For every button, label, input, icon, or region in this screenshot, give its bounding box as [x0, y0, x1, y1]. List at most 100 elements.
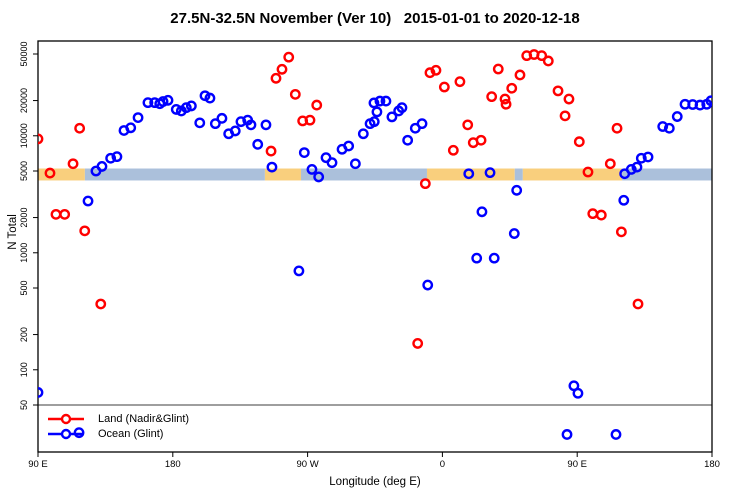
scatter-point	[424, 67, 436, 79]
scatter-point	[368, 116, 380, 128]
scatter-point	[454, 76, 466, 88]
scatter-point	[252, 138, 264, 150]
scatter-point	[311, 99, 323, 111]
scatter-point	[132, 112, 144, 124]
scatter-point	[105, 152, 117, 164]
x-axis-label: Longitude (deg E)	[329, 476, 421, 488]
svg-text:50: 50	[19, 400, 29, 410]
svg-text:50000: 50000	[19, 41, 29, 66]
scatter-point	[631, 161, 643, 173]
scatter-point	[180, 102, 192, 114]
scatter-point	[486, 91, 498, 103]
scatter-point	[245, 119, 257, 131]
scatter-point	[82, 195, 94, 207]
scatter-point	[499, 93, 511, 105]
scatter-point	[386, 111, 398, 123]
svg-text:500: 500	[19, 280, 29, 295]
scatter-point	[209, 118, 221, 130]
scatter-point	[396, 102, 408, 114]
scatter-point	[430, 64, 442, 76]
scatter-point	[185, 100, 197, 112]
scatter-point	[50, 208, 62, 220]
scatter-point	[304, 114, 316, 126]
scatter-point	[276, 63, 288, 75]
scatter-point	[79, 225, 91, 237]
scatter-point	[492, 63, 504, 75]
scatter-point	[343, 140, 355, 152]
scatter-point	[671, 111, 683, 122]
scatter-point	[289, 88, 301, 100]
svg-text:180: 180	[165, 459, 181, 470]
scatter-point	[604, 158, 616, 170]
svg-text:1000: 1000	[19, 243, 29, 263]
scatter-point	[111, 151, 123, 163]
scatter-point	[419, 178, 431, 190]
scatter-point	[270, 72, 282, 84]
scatter-point	[447, 144, 459, 156]
scatter-point	[508, 228, 520, 239]
scatter-point	[229, 125, 241, 137]
scatter-point	[542, 55, 554, 67]
scatter-point	[380, 95, 392, 107]
scatter-point	[371, 106, 383, 118]
scatter-point	[357, 128, 369, 140]
legend-label-land: Land (Nadir&Glint)	[98, 413, 190, 425]
scatter-point	[95, 298, 107, 310]
scatter-point	[438, 81, 450, 93]
scatter-point	[536, 50, 548, 62]
scatter-point	[625, 163, 637, 175]
svg-text:20000: 20000	[19, 88, 29, 113]
scatter-point	[500, 98, 512, 110]
scatter-point	[266, 161, 278, 173]
scatter-point	[74, 122, 86, 134]
scatter-point	[642, 151, 654, 163]
surface-type-band	[38, 168, 712, 181]
legend: Land (Nadir&Glint) Ocean (Glint)	[46, 412, 189, 441]
legend-marker-ocean-icon	[48, 428, 84, 440]
scatter-point	[475, 134, 487, 146]
scatter-point	[582, 166, 594, 178]
scatter-point	[563, 93, 575, 105]
svg-text:90 W: 90 W	[297, 459, 319, 470]
scatter-point	[611, 122, 623, 134]
scatter-point	[514, 69, 526, 81]
series-ocean	[38, 90, 712, 440]
scatter-point	[142, 97, 154, 109]
scatter-point	[705, 95, 712, 107]
svg-text:90 E: 90 E	[28, 459, 48, 470]
scatter-point	[374, 95, 386, 107]
svg-text:5000: 5000	[19, 161, 29, 181]
scatter-point	[194, 117, 206, 129]
scatter-point	[283, 51, 295, 63]
scatter-point	[573, 136, 585, 148]
svg-text:90 E: 90 E	[567, 459, 587, 470]
scatter-point	[402, 134, 414, 146]
scatter-point	[587, 208, 599, 220]
scatter-point	[313, 171, 325, 183]
scatter-point	[632, 298, 644, 310]
y-axis-label: N Total	[7, 214, 19, 250]
scatter-point	[484, 167, 496, 179]
scatter-point	[511, 184, 523, 196]
scatter-point	[157, 96, 169, 107]
scatter-point	[368, 97, 380, 109]
scatter-point	[561, 429, 573, 440]
legend-item-land: Land (Nadir&Glint)	[46, 412, 189, 426]
scatter-point	[265, 145, 277, 157]
scatter-point	[298, 147, 310, 159]
scatter-point	[260, 119, 272, 131]
scatter-point	[67, 158, 79, 170]
scatter-point	[618, 194, 630, 206]
series-land	[38, 49, 644, 349]
svg-text:2000: 2000	[19, 208, 29, 228]
scatter-point	[422, 279, 434, 291]
scatter-point	[416, 118, 428, 130]
scatter-point	[216, 112, 228, 124]
scatter-point	[73, 427, 85, 439]
legend-item-ocean: Ocean (Glint)	[46, 427, 189, 441]
svg-text:0: 0	[440, 459, 445, 470]
svg-text:180: 180	[704, 459, 720, 470]
scatter-point	[306, 163, 318, 175]
scatter-point	[44, 167, 56, 179]
